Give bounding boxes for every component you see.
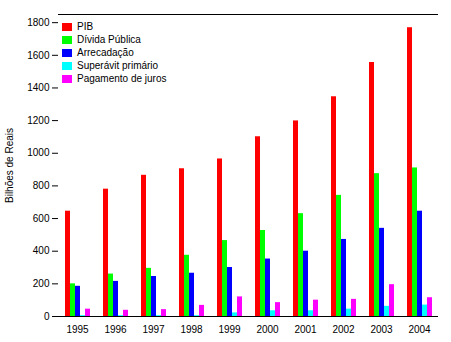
html-text:Dívida Pública: Dívida Pública [77, 34, 141, 45]
svg-text:400: 400 [33, 245, 50, 256]
svg-text:0: 0 [44, 311, 50, 322]
svg-text:1200: 1200 [27, 115, 50, 126]
svg-text:1000: 1000 [27, 147, 50, 158]
svg-text:2004: 2004 [408, 324, 431, 335]
svg-text:1999: 1999 [218, 324, 241, 335]
svg-text:1998: 1998 [180, 324, 203, 335]
svg-text:2001: 2001 [294, 324, 317, 335]
svg-text:1400: 1400 [27, 82, 50, 93]
svg-text:1995: 1995 [66, 324, 89, 335]
svg-text:1600: 1600 [27, 50, 50, 61]
svg-text:800: 800 [33, 180, 50, 191]
svg-text:200: 200 [33, 278, 50, 289]
html-text:PIB: PIB [77, 21, 94, 32]
svg-text:1997: 1997 [142, 324, 165, 335]
svg-text:1996: 1996 [104, 324, 127, 335]
html-text:Pagamento de juros: Pagamento de juros [77, 73, 167, 84]
svg-text:2000: 2000 [256, 324, 279, 335]
html-text:Arrecadação: Arrecadação [77, 47, 134, 58]
svg-text:Bilhões de Reais: Bilhões de Reais [4, 128, 15, 203]
svg-text:2002: 2002 [332, 324, 355, 335]
svg-text:2003: 2003 [370, 324, 393, 335]
svg-text:600: 600 [33, 213, 50, 224]
html-text:Superávit primário: Superávit primário [77, 60, 159, 71]
svg-text:1800: 1800 [27, 17, 50, 28]
